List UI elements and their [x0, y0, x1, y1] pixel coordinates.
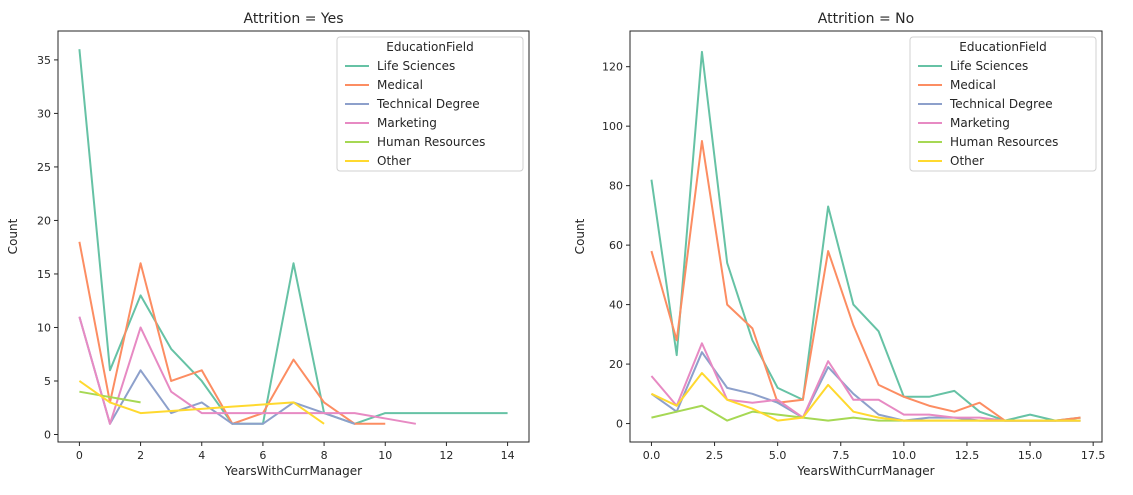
series-line-human-resources — [79, 390, 141, 404]
chart-title: Attrition = No — [818, 11, 914, 27]
plot-frame — [629, 30, 1103, 443]
x-tick-label: 12.5 — [955, 449, 980, 462]
series-line-marketing — [78, 316, 417, 425]
legend-box — [336, 36, 524, 172]
legend-entry: Life Sciences — [377, 59, 455, 73]
chart-panel-2: 0.0 2.5 5.0 7.5 10.0 12.5 15.0 17.5 0 20 40 60 80 100… — [573, 11, 1105, 478]
y-tick-label: 30 — [37, 107, 51, 120]
y-axis-label: Count — [573, 218, 587, 254]
y-tick-label: 20 — [37, 214, 51, 227]
y-tick-label: 40 — [609, 299, 623, 312]
chart-panel-1: 0 2 4 6 8 10 12 14 0 5 10 15 20 25 30 35 Attrition = Yes… — [6, 11, 530, 478]
legend-entry: Medical — [950, 78, 996, 92]
series-line-life-sciences — [78, 49, 508, 425]
y-tick-label: 0 — [44, 429, 51, 442]
x-tick-label: 10 — [378, 449, 392, 462]
x-tick-label: 6 — [259, 449, 266, 462]
legend-entry: Medical — [377, 78, 423, 92]
x-axis-label: YearsWithCurrManager — [224, 464, 362, 478]
y-tick-label: 35 — [37, 54, 51, 67]
series-line-medical — [650, 140, 1081, 422]
y-tick-label: 0 — [616, 418, 623, 431]
legend-entry: Human Resources — [377, 135, 485, 149]
legend: EducationField Life Sciences Medical Techni… — [336, 36, 524, 172]
y-tick-label: 60 — [609, 239, 623, 252]
legend-title: EducationField — [959, 40, 1046, 54]
series-line-other — [78, 380, 325, 425]
y-tick-label: 100 — [602, 120, 623, 133]
y-tick-label: 120 — [602, 61, 623, 74]
legend-box — [909, 36, 1097, 172]
y-tick-label: 5 — [44, 375, 51, 388]
x-tick-label: 12 — [439, 449, 453, 462]
legend: EducationField Life Sciences Medical Techni… — [909, 36, 1097, 172]
legend-entry: Marketing — [950, 116, 1010, 130]
x-tick-label: 5.0 — [769, 449, 787, 462]
x-tick-label: 15.0 — [1018, 449, 1043, 462]
legend-entry: Technical Degree — [949, 97, 1053, 111]
x-tick-label: 17.5 — [1081, 449, 1106, 462]
series-line-other — [651, 372, 1081, 422]
x-tick-label: 0 — [76, 449, 83, 462]
y-tick-label: 25 — [37, 161, 51, 174]
y-axis-label: Count — [6, 218, 20, 254]
x-tick-label: 0.0 — [643, 449, 661, 462]
y-tick-label: 20 — [609, 358, 623, 371]
legend-entry: Human Resources — [950, 135, 1058, 149]
legend-entry: Other — [377, 154, 411, 168]
legend-entry: Technical Degree — [376, 97, 480, 111]
x-tick-label: 2.5 — [706, 449, 724, 462]
plot-frame — [57, 30, 530, 443]
x-tick-label: 10.0 — [892, 449, 917, 462]
y-tick-label: 10 — [37, 321, 51, 334]
x-tick-label: 4 — [198, 449, 205, 462]
legend-entry: Marketing — [377, 116, 437, 130]
x-tick-label: 8 — [321, 449, 328, 462]
x-tick-label: 14 — [501, 449, 515, 462]
chart-title: Attrition = Yes — [243, 11, 343, 27]
x-tick-label: 2 — [137, 449, 144, 462]
y-tick-label: 15 — [37, 268, 51, 281]
legend-entry: Other — [950, 154, 984, 168]
x-axis-label: YearsWithCurrManager — [796, 464, 934, 478]
legend-title: EducationField — [386, 40, 473, 54]
y-tick-label: 80 — [609, 180, 623, 193]
x-tick-label: 7.5 — [832, 449, 850, 462]
legend-entry: Life Sciences — [950, 59, 1028, 73]
